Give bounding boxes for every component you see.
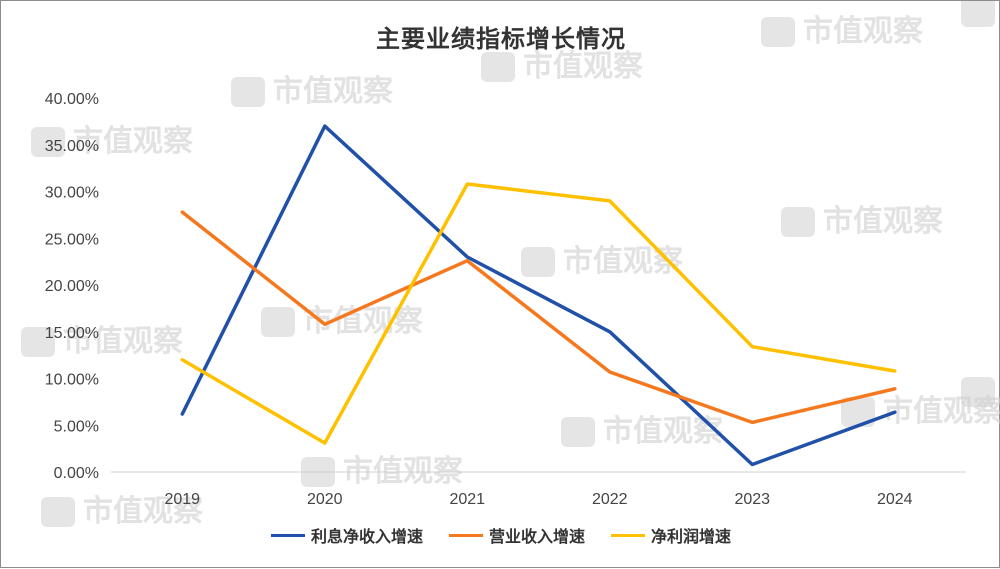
y-tick-label: 40.00% <box>45 91 99 108</box>
watermark: 市值观察 <box>481 49 644 84</box>
legend-swatch <box>271 534 305 537</box>
watermark: 市值观察 <box>521 244 684 279</box>
x-tick-label: 2021 <box>449 491 485 508</box>
watermark: 市值观察 <box>761 14 924 49</box>
watermark: 市值观察 <box>961 1 1000 29</box>
x-tick-label: 2024 <box>877 491 913 508</box>
x-axis-ticks: 2019 2020 2021 2022 2023 2024 <box>164 491 912 508</box>
y-tick-label: 20.00% <box>45 278 99 295</box>
y-tick-label: 30.00% <box>45 185 99 202</box>
y-tick-label: 35.00% <box>45 138 99 155</box>
watermark: 市值观察 <box>561 414 724 449</box>
watermark: 市值观察 <box>961 374 1000 409</box>
legend-label: 净利润增速 <box>651 523 731 547</box>
svg-text:市值观察: 市值观察 <box>273 74 394 109</box>
x-tick-label: 2023 <box>734 491 770 508</box>
legend-swatch <box>611 534 645 537</box>
legend: 利息净收入增速 营业收入增速 净利润增速 <box>1 523 1000 547</box>
legend-label: 营业收入增速 <box>489 523 585 547</box>
svg-text:市值观察: 市值观察 <box>563 244 684 279</box>
watermark-layer: 市值观察市值观察市值观察市值观察市值观察市值观察市值观察市值观察市值观察市值观察… <box>21 1 1000 529</box>
watermark: 市值观察 <box>781 204 944 239</box>
x-tick-label: 2019 <box>164 491 200 508</box>
legend-swatch <box>449 534 483 537</box>
legend-item: 利息净收入增速 <box>271 523 423 547</box>
y-tick-label: 15.00% <box>45 325 99 342</box>
series-layer <box>182 126 895 465</box>
watermark: 市值观察 <box>231 74 394 109</box>
x-tick-label: 2020 <box>307 491 343 508</box>
legend-item: 营业收入增速 <box>449 523 585 547</box>
legend-item: 净利润增速 <box>611 523 731 547</box>
y-axis-ticks: 0.00% 5.00% 10.00% 15.00% 20.00% 25.00% 30.00%… <box>45 91 99 482</box>
svg-text:市值观察: 市值观察 <box>803 14 924 49</box>
y-tick-label: 5.00% <box>54 418 99 435</box>
svg-text:市值观察: 市值观察 <box>523 49 644 84</box>
y-tick-label: 25.00% <box>45 231 99 248</box>
svg-text:市值观察: 市值观察 <box>823 204 944 239</box>
legend-label: 利息净收入增速 <box>311 523 423 547</box>
y-tick-label: 10.00% <box>45 372 99 389</box>
y-tick-label: 0.00% <box>54 465 99 482</box>
x-tick-label: 2022 <box>592 491 628 508</box>
